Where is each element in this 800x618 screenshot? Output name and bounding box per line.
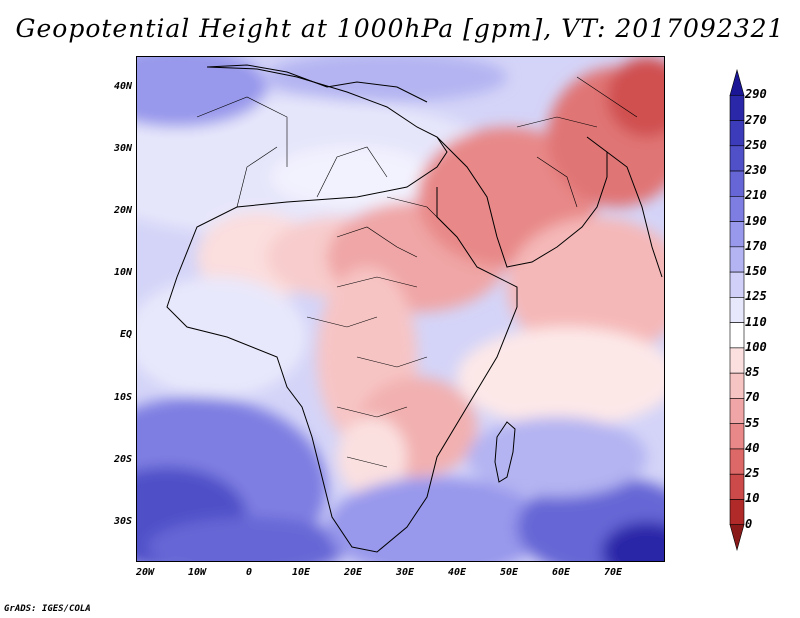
colorbar-swatch xyxy=(729,524,745,552)
colorbar-swatch xyxy=(729,499,745,526)
lon-label-20w: 20W xyxy=(135,567,155,578)
colorbar-label: 10 xyxy=(745,491,760,506)
field-shading xyxy=(137,57,664,561)
colorbar-swatch xyxy=(729,246,745,273)
madagascar xyxy=(494,421,516,483)
coastlines xyxy=(166,64,663,553)
colorbar-swatch xyxy=(729,322,745,349)
lon-label-0: 0 xyxy=(245,567,253,578)
lat-label-40n: 40N xyxy=(113,81,132,92)
colorbar-label: 230 xyxy=(745,163,767,178)
country-borders xyxy=(196,76,638,468)
colorbar-swatch xyxy=(729,196,745,222)
chart-title: Geopotential Height at 1000hPa [gpm], VT… xyxy=(15,14,785,43)
lat-label-20s: 20S xyxy=(113,454,132,465)
lon-label-60e: 60E xyxy=(551,567,571,578)
arabia-coastline xyxy=(436,136,608,268)
lat-label-eq: EQ xyxy=(119,329,132,340)
colorbar-swatch xyxy=(729,221,745,248)
colorbar-label: 110 xyxy=(745,314,767,329)
colorbar-label: 210 xyxy=(745,188,767,203)
colorbar-swatch xyxy=(729,473,745,500)
colorbar-label: 170 xyxy=(745,238,767,253)
map-canvas xyxy=(137,57,664,561)
colorbar-swatch xyxy=(729,145,745,172)
lon-label-70e: 70E xyxy=(603,567,623,578)
colorbar-swatch xyxy=(729,94,745,121)
lat-label-10n: 10N xyxy=(113,267,132,278)
colorbar-label: 250 xyxy=(745,137,767,152)
colorbar-swatch xyxy=(729,68,745,96)
lat-label-10s: 10S xyxy=(113,392,132,403)
colorbar-label: 40 xyxy=(745,440,760,455)
lon-label-20e: 20E xyxy=(343,567,363,578)
colorbar-swatch xyxy=(729,170,745,197)
colorbar-label: 100 xyxy=(745,339,767,354)
lon-label-30e: 30E xyxy=(395,567,415,578)
colorbar-label: 25 xyxy=(745,466,760,481)
colorbar-swatch xyxy=(729,120,745,147)
lat-label-30n: 30N xyxy=(113,143,132,154)
credit-text: GrADS: IGES/COLA xyxy=(4,604,91,614)
colorbar-swatch xyxy=(729,398,745,424)
lon-label-10e: 10E xyxy=(291,567,311,578)
lat-label-20n: 20N xyxy=(113,205,132,216)
colorbar-label: 85 xyxy=(745,365,760,380)
colorbar-label: 290 xyxy=(745,87,767,102)
lon-label-10w: 10W xyxy=(187,567,207,578)
map-frame xyxy=(136,56,665,562)
colorbar xyxy=(729,68,745,552)
colorbar-swatch xyxy=(729,297,745,323)
colorbar-swatch xyxy=(729,423,745,450)
colorbar-label: 55 xyxy=(745,415,760,430)
colorbar-swatch xyxy=(729,347,745,374)
colorbar-label: 270 xyxy=(745,112,767,127)
lat-label-30s: 30S xyxy=(113,516,132,527)
lon-label-50e: 50E xyxy=(499,567,519,578)
colorbar-label: 150 xyxy=(745,264,767,279)
lon-label-40e: 40E xyxy=(447,567,467,578)
colorbar-swatch xyxy=(729,448,745,475)
colorbar-swatch xyxy=(729,372,745,399)
colorbar-label: 125 xyxy=(745,289,767,304)
colorbar-label: 0 xyxy=(745,516,753,531)
colorbar-label: 190 xyxy=(745,213,767,228)
mediterranean-coast xyxy=(206,64,428,103)
india-coastline xyxy=(606,151,663,278)
colorbar-label: 70 xyxy=(745,390,760,405)
colorbar-swatch xyxy=(729,271,745,298)
